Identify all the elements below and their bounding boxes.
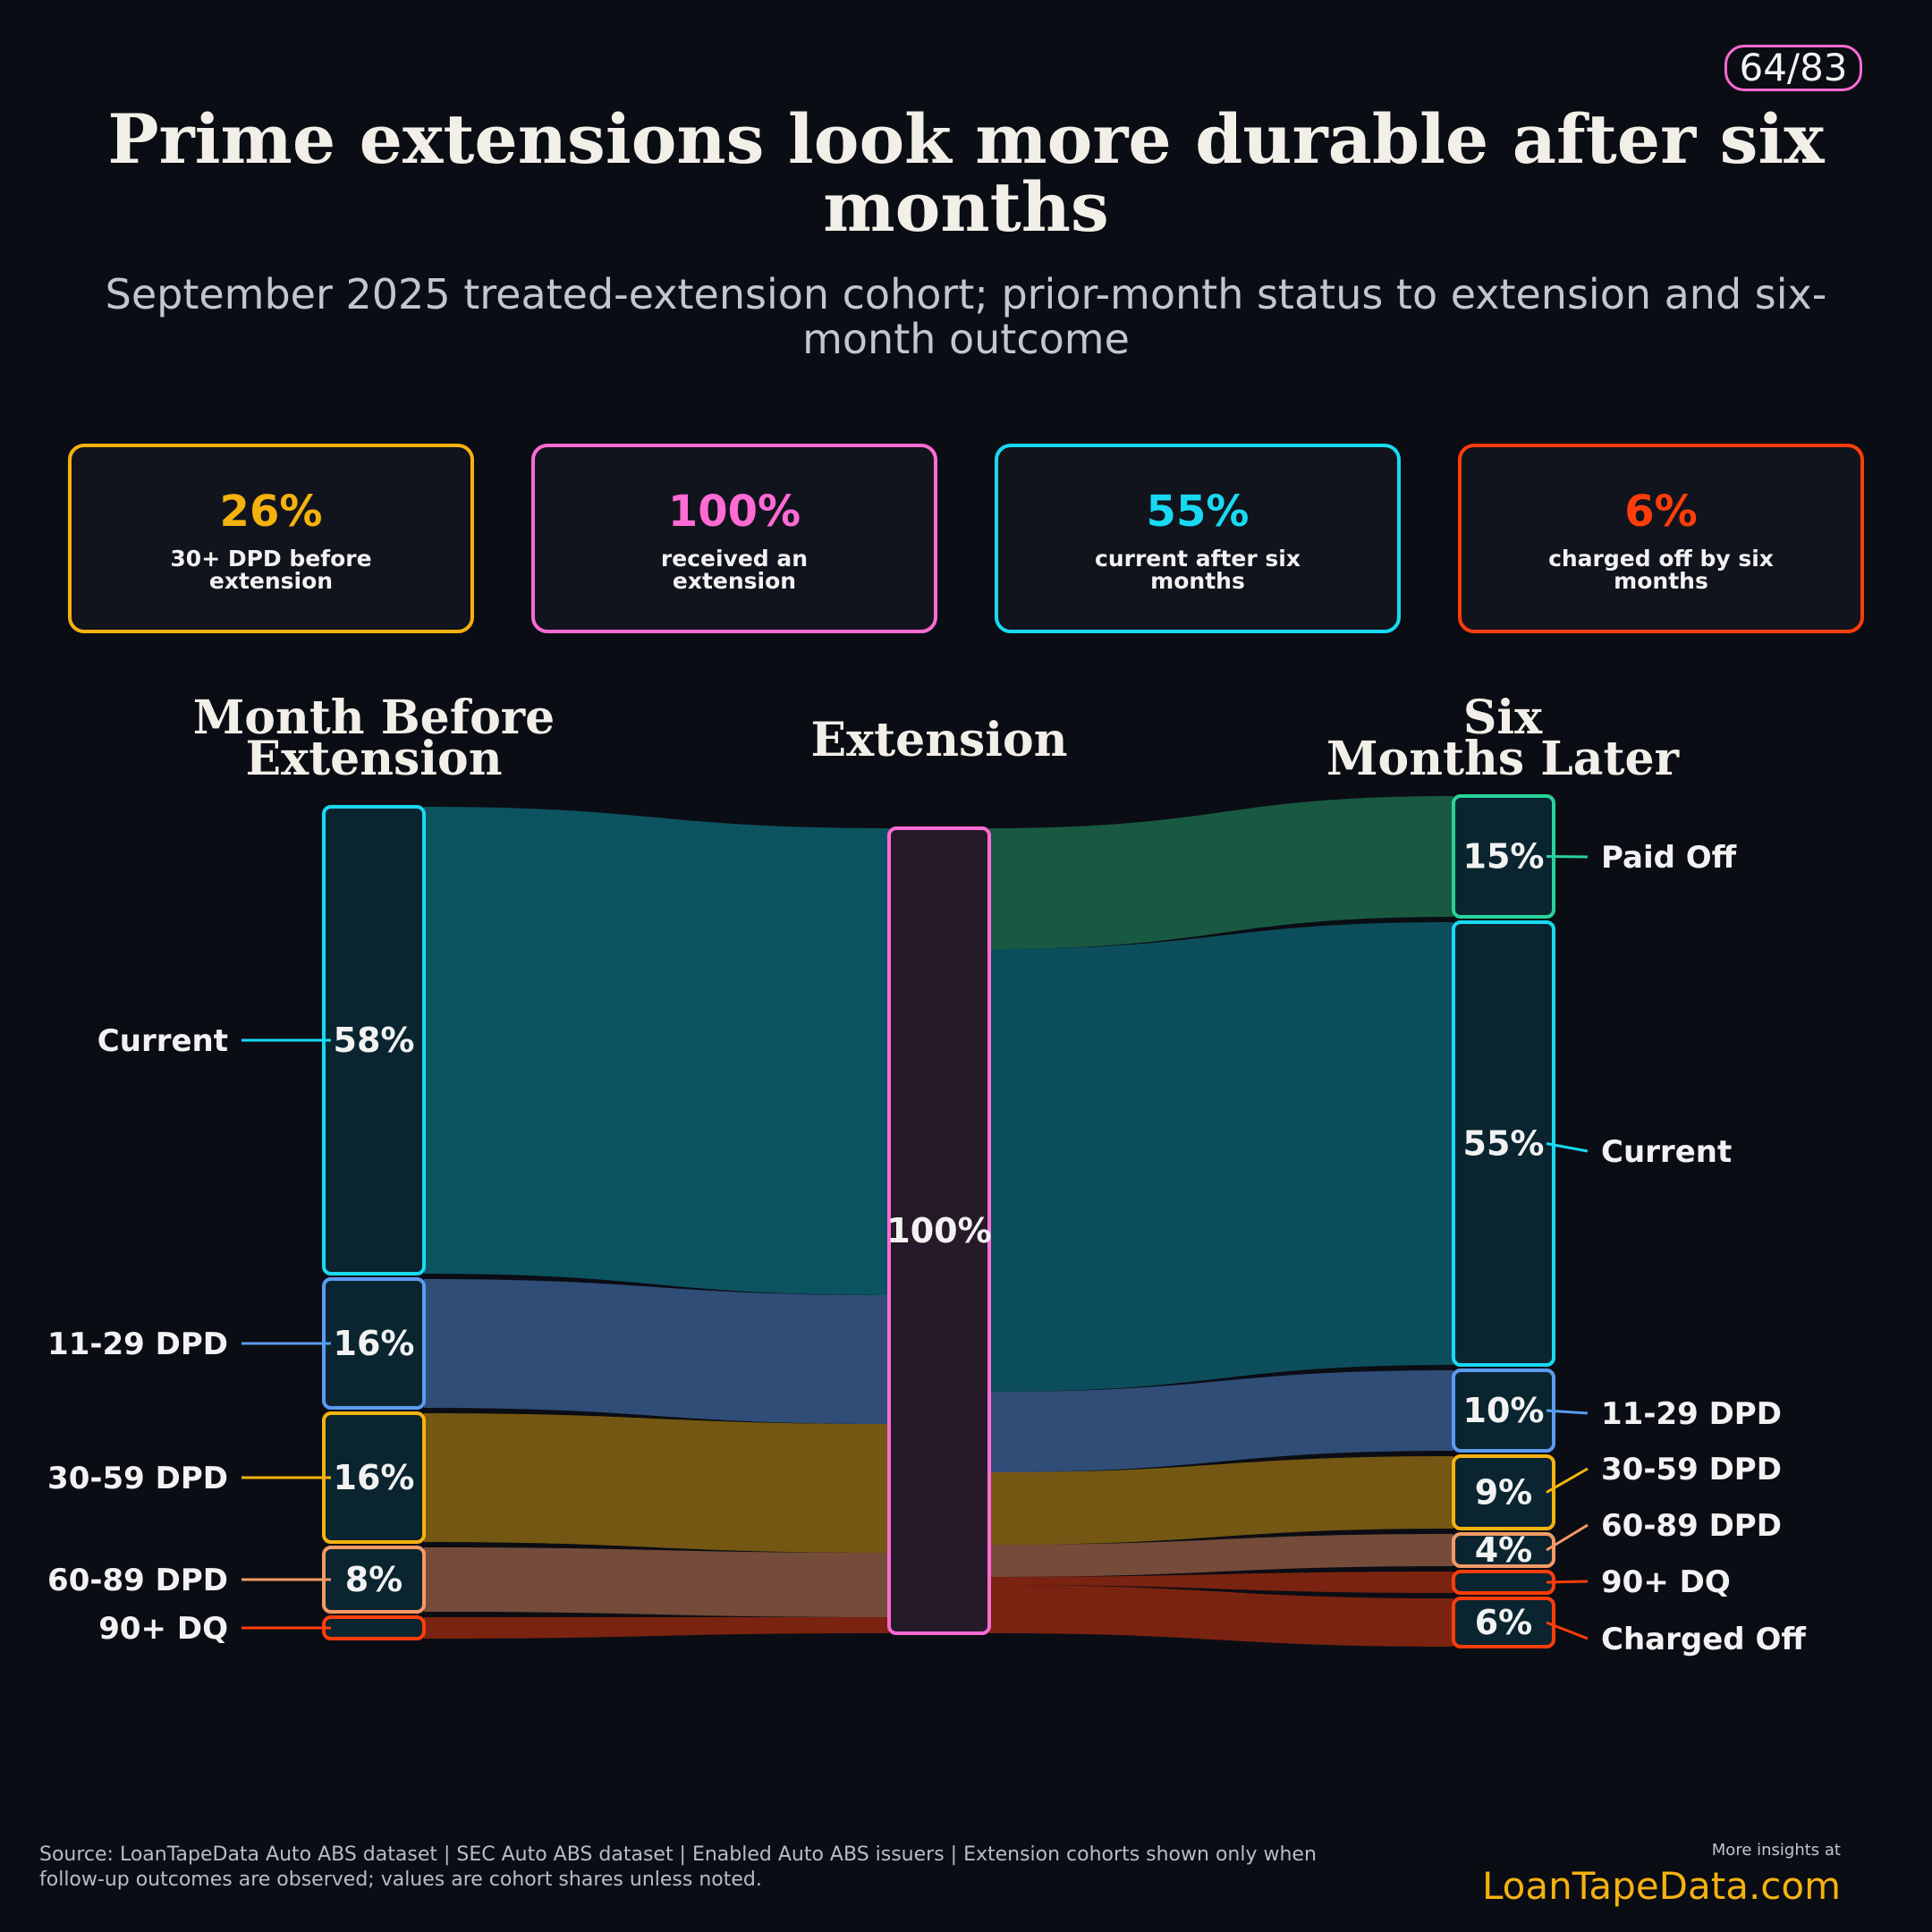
label-before-60-89-dpd: 60-89 DPD: [47, 1563, 228, 1598]
column-header-six-months: Six Months Later: [1279, 691, 1726, 786]
kpi-label: charged off by six months: [1548, 546, 1774, 594]
node-after-60-89-dpd-value: 4%: [1475, 1530, 1533, 1570]
leader-line: [1546, 1621, 1589, 1640]
node-after-60-89-dpd: [1452, 1532, 1555, 1568]
kpi-card-current-after: 55% current after six months: [995, 444, 1401, 633]
label-after-11-29-dpd: 11-29 DPD: [1601, 1396, 1782, 1432]
column-header-line: Six: [1462, 691, 1543, 745]
kpi-card-charged-off: 6% charged off by six months: [1458, 444, 1864, 633]
leader-line: [1546, 1142, 1589, 1153]
node-before-90-dq: [322, 1615, 426, 1640]
leader-line: [1546, 1467, 1589, 1494]
flow-out-charged-off: [989, 1585, 1453, 1647]
kpi-value: 55%: [1146, 487, 1250, 537]
label-before-current: Current: [97, 1023, 228, 1059]
column-header-line: Extension: [810, 713, 1068, 767]
node-after-30-59-dpd-value: 9%: [1475, 1473, 1533, 1513]
kpi-value: 100%: [667, 487, 801, 537]
more-insights-text: More insights at: [1711, 1841, 1841, 1860]
flow-in-90-dq: [424, 1617, 889, 1639]
flow-out-paid-off: [989, 796, 1453, 949]
node-after-30-59-dpd: [1452, 1454, 1555, 1530]
leader-line: [1546, 1580, 1589, 1584]
node-extension-value: 100%: [886, 1211, 991, 1250]
node-after-charged-off: [1452, 1597, 1555, 1648]
sankey-labels: Current 11-29 DPD 30-59 DPD 60-89 DPD 90+ DQ…: [47, 840, 1806, 1657]
node-extension: [887, 826, 991, 1635]
flow-in-30-59-dpd: [424, 1413, 889, 1553]
node-before-60-89-dpd-value: 8%: [345, 1560, 403, 1599]
node-before-11-29-dpd-value: 16%: [334, 1324, 415, 1363]
flow-out-11-29-dpd: [989, 1370, 1453, 1472]
kpi-card-30-plus-dpd: 26% 30+ DPD before extension: [68, 444, 474, 633]
kpi-label: 30+ DPD before extension: [170, 546, 372, 594]
label-after-current: Current: [1601, 1134, 1732, 1170]
leader-line: [1546, 855, 1589, 859]
kpi-value: 26%: [219, 487, 323, 537]
flow-out-current: [989, 922, 1453, 1392]
kpi-card-received-extension: 100% received an extension: [531, 444, 937, 633]
flow-out-90-dq: [989, 1572, 1453, 1593]
column-header-line: Extension: [245, 732, 503, 786]
sankey-flows: [424, 796, 1453, 1647]
label-before-11-29-dpd: 11-29 DPD: [47, 1326, 228, 1362]
brand-link[interactable]: LoanTapeData.com: [1482, 1864, 1841, 1908]
column-header-line: Month Before: [192, 691, 555, 745]
flow-in-60-89-dpd: [424, 1547, 889, 1617]
node-after-current-value: 55%: [1463, 1124, 1545, 1164]
sankey-nodes: 58% 16% 16% 8% 100% 15% 55% 10% 9% 4% 6%: [322, 794, 1555, 1648]
label-after-charged-off: Charged Off: [1601, 1622, 1806, 1657]
kpi-value: 6%: [1624, 487, 1698, 537]
flow-out-60-89-dpd: [989, 1534, 1453, 1577]
flow-in-11-29-dpd: [424, 1279, 889, 1424]
node-before-30-59-dpd-value: 16%: [334, 1458, 415, 1497]
column-header-line: Months Later: [1326, 732, 1679, 786]
label-after-30-59-dpd: 30-59 DPD: [1601, 1452, 1782, 1487]
kpi-label: current after six months: [1095, 546, 1301, 594]
column-header-before: Month Before Extension: [150, 691, 597, 786]
node-after-90-dq: [1452, 1570, 1555, 1595]
column-header-extension: Extension: [716, 713, 1163, 767]
node-after-11-29-dpd-value: 10%: [1463, 1391, 1545, 1430]
node-after-charged-off-value: 6%: [1475, 1603, 1533, 1642]
page-counter-badge: 64/83: [1724, 45, 1862, 91]
chart-subtitle: September 2025 treated-extension cohort;…: [105, 270, 1827, 363]
label-before-30-59-dpd: 30-59 DPD: [47, 1461, 228, 1496]
node-before-current-value: 58%: [334, 1021, 415, 1060]
source-note: Source: LoanTapeData Auto ABS dataset | …: [39, 1843, 1317, 1891]
chart-title: Prime extensions look more durable after…: [107, 99, 1825, 247]
node-after-paid-off-value: 15%: [1463, 837, 1545, 877]
leader-line: [1546, 1409, 1589, 1415]
label-after-90-dq: 90+ DQ: [1601, 1564, 1731, 1600]
label-after-paid-off: Paid Off: [1601, 840, 1737, 876]
label-after-60-89-dpd: 60-89 DPD: [1601, 1508, 1782, 1544]
kpi-label: received an extension: [660, 546, 809, 594]
flow-in-current: [424, 807, 889, 1295]
label-before-90-dq: 90+ DQ: [98, 1611, 228, 1647]
flow-out-30-59-dpd: [989, 1456, 1453, 1545]
leader-line: [1546, 1523, 1589, 1552]
